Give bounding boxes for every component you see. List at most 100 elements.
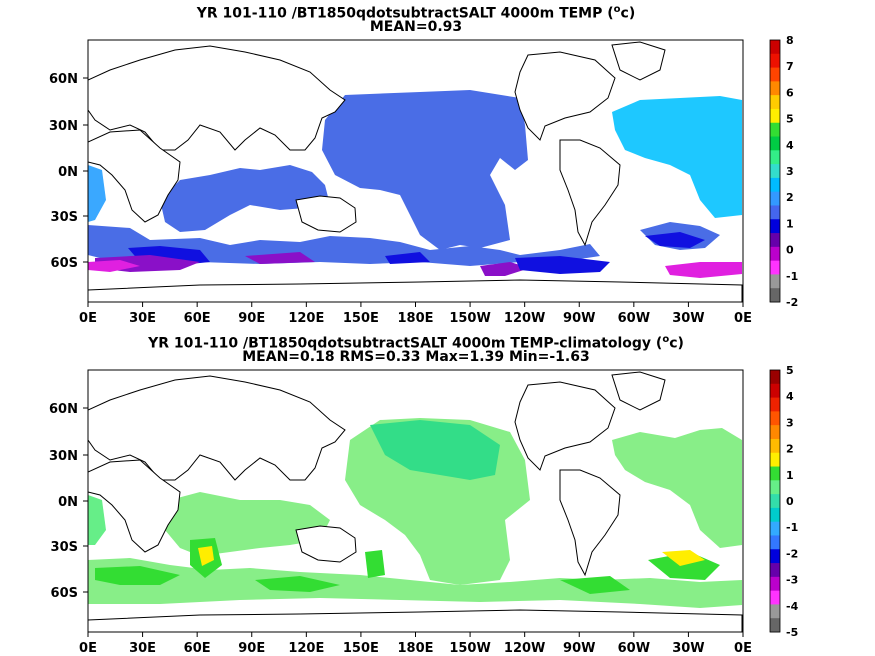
panel2-colorbar-swatch xyxy=(770,411,780,426)
panel2-title-degree: o xyxy=(662,334,670,345)
panel2-colorbar-swatch xyxy=(770,397,780,412)
panel2-field-yellow-atl xyxy=(662,550,705,566)
panel2-colorbar-label: -4 xyxy=(786,600,799,613)
panel1-colorbar-swatch xyxy=(770,81,780,96)
panel2-ytick-label: 30N xyxy=(49,449,78,464)
panel1-colorbar-swatch xyxy=(770,95,780,110)
panel2-colorbar-swatch xyxy=(770,438,780,454)
panel2-colorbar-label: 1 xyxy=(786,469,794,482)
panel1-field-purple-mid xyxy=(245,252,315,264)
panel2-colorbar-frame xyxy=(769,369,781,633)
panel2-colorbar-swatch xyxy=(770,604,780,619)
panel1-title: YR 101-110 /BT1850qdotsubtractSALT 4000m… xyxy=(0,2,832,22)
panel1-colorbar-label: 4 xyxy=(786,139,794,152)
colorbar-layer: 8 7 6 5 4 3 2 1 0 -1 -2 5 4 3 2 1 0 -1 -2 -3 -4 -5 xyxy=(769,34,799,639)
panel2-field-green-west xyxy=(95,566,180,585)
panel1-colorbar-swatch xyxy=(770,246,780,262)
panel1-xtick-label: 120E xyxy=(288,311,324,326)
panel1-xtick-label: 30W xyxy=(672,311,704,326)
panel1-field-deep-blue-east xyxy=(515,256,610,274)
panel2-field-green-mid xyxy=(255,576,340,592)
panel1-field-magenta-east xyxy=(665,262,742,278)
panel2-subtitle: MEAN=0.18 RMS=0.33 Max=1.39 Min=-1.63 xyxy=(242,349,590,365)
panel2-colorbar-label: -1 xyxy=(786,521,798,534)
panel1-colorbar-swatch xyxy=(770,274,780,289)
panel2-colorbar-swatch xyxy=(770,425,780,440)
panel2-colorbar-label: -2 xyxy=(786,547,798,560)
panel2-colorbar-swatch xyxy=(770,535,780,550)
panel1-colorbar-swatch xyxy=(770,67,780,82)
panel2-colorbar-swatch xyxy=(770,466,780,481)
panel2-ytick-label: 30S xyxy=(51,540,78,555)
panel1-colorbar-swatch xyxy=(770,136,780,151)
panel1-xtick-label: 0E xyxy=(734,311,752,326)
panel1-field-deep-blue-atl xyxy=(645,232,705,248)
panel2-xtick-label: 30E xyxy=(129,641,156,656)
panel2-field-north-atlantic xyxy=(612,428,742,548)
panel1-colorbar-label: 3 xyxy=(786,165,794,178)
panel2-xtick-label: 0E xyxy=(79,641,97,656)
panel2-ytick-label: 60N xyxy=(49,402,78,417)
panel1-colorbar-label: 2 xyxy=(786,191,794,204)
panel2-colorbar-swatch xyxy=(770,576,780,592)
panel2-xtick-label: 30W xyxy=(672,641,704,656)
panel2-xtick-label: 0E xyxy=(734,641,752,656)
panel2-colorbar-label: 5 xyxy=(786,364,794,377)
panel1-ytick-label: 60S xyxy=(51,256,78,271)
panel1-colorbar-swatch xyxy=(770,122,780,138)
panel2-field-pacific-core xyxy=(370,420,500,480)
panel1-colorbar-swatch xyxy=(770,150,780,165)
panel1-xtick-label: 150E xyxy=(343,311,379,326)
panel2-xtick-label: 120E xyxy=(288,641,324,656)
panel2-colorbar-swatch xyxy=(770,480,780,495)
panel2-colorbar-swatch xyxy=(770,383,780,399)
panel1-colorbar-label: 8 xyxy=(786,34,794,47)
panel2-colorbar-label: 2 xyxy=(786,443,794,456)
panel2-title-text: YR 101-110 /BT1850qdotsubtractSALT 4000m… xyxy=(148,335,663,352)
panel2-colorbar-label: 3 xyxy=(786,416,794,429)
panel1-field-purple-east xyxy=(480,262,530,276)
panel2-colorbar-label: -3 xyxy=(786,574,798,587)
panel2-xtick-label: 150W xyxy=(449,641,490,656)
panel1-colorbar-label: 7 xyxy=(786,60,794,73)
panel2-colorbar-swatch xyxy=(770,507,780,523)
panel2-colorbar-swatch xyxy=(770,618,780,633)
panel1-colorbar-swatch xyxy=(770,219,780,234)
panel1-xtick-label: 180E xyxy=(397,311,433,326)
panel1-subtitle: MEAN=0.93 xyxy=(369,19,463,35)
panel2-colorbar-swatch xyxy=(770,370,780,385)
panel1-colorbar-swatch xyxy=(770,191,780,206)
panel1-coastlines xyxy=(88,41,743,302)
panel1-colorbar-swatch xyxy=(770,40,780,55)
panel1-colorbar-label: 0 xyxy=(786,244,794,257)
panel1-xtick-label: 120W xyxy=(504,311,545,326)
panel1-colorbar-swatch xyxy=(770,233,780,248)
panel2-xtick-label: 180E xyxy=(397,641,433,656)
panel2-colorbar-swatch xyxy=(770,590,780,605)
panel1-colorbar-swatch xyxy=(770,177,780,193)
panel1-colorbar-label: 1 xyxy=(786,217,794,230)
panel1-colorbar-label: -2 xyxy=(786,296,798,309)
panel1-map xyxy=(87,39,744,303)
panel1-xtick-label: 150W xyxy=(449,311,490,326)
panel1-colorbar-label: 5 xyxy=(786,113,794,126)
panel1-field-west-indian xyxy=(88,165,106,222)
panel2-field-green-east xyxy=(560,576,630,594)
panel2-colorbar-swatch xyxy=(770,452,780,468)
panel2-colorbar-swatch xyxy=(770,521,780,536)
panel2-xtick-label: 120W xyxy=(504,641,545,656)
panel1-field-indian xyxy=(160,165,330,232)
panel1-xtick-label: 90E xyxy=(238,311,265,326)
panel2-ytick-label: 60S xyxy=(51,586,78,601)
panel2-field-west-edge xyxy=(88,495,106,545)
panel1-colorbar-swatch xyxy=(770,288,780,303)
panel2-xtick-label: 90E xyxy=(238,641,265,656)
panel2-colorbar-label: -5 xyxy=(786,626,798,639)
panel1-field-southern xyxy=(88,225,600,266)
panel1-colorbar-swatch xyxy=(770,164,780,179)
panel2-title-unit: c) xyxy=(669,335,684,352)
panel1-xtick-label: 60E xyxy=(184,311,211,326)
panel1-xtick-label: 30E xyxy=(129,311,156,326)
panel1-ytick-label: 30N xyxy=(49,119,78,134)
